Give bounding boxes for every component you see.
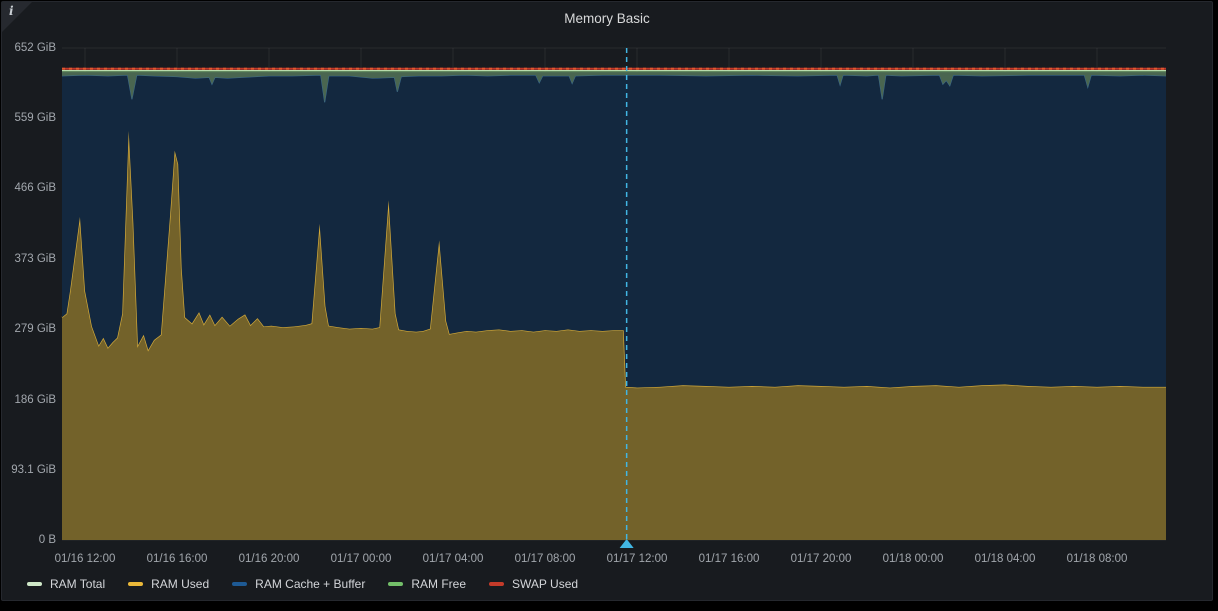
x-axis-label: 01/17 00:00 <box>330 553 392 565</box>
x-axis-label: 01/16 12:00 <box>54 553 116 565</box>
memory-basic-panel: i Memory Basic 0 B 93.1 GiB 186 GiB 279 GiB… <box>1 1 1213 601</box>
y-axis-label: 652 GiB <box>14 42 56 54</box>
legend-swatch <box>489 581 505 587</box>
legend-item-swap-used[interactable]: SWAP Used <box>489 577 578 591</box>
legend-item-ram-used[interactable]: RAM Used <box>128 577 209 591</box>
x-axis-label: 01/17 16:00 <box>698 553 760 565</box>
y-axis-label: 186 GiB <box>14 393 56 406</box>
annotation-marker[interactable] <box>619 539 634 548</box>
panel-info-corner[interactable] <box>2 2 32 32</box>
legend-label: RAM Cache + Buffer <box>255 577 366 591</box>
y-axis-label: 559 GiB <box>14 112 56 125</box>
x-axis-label: 01/16 20:00 <box>238 553 300 565</box>
info-icon[interactable]: i <box>9 4 14 18</box>
x-axis-label: 01/17 04:00 <box>422 553 484 565</box>
legend-label: SWAP Used <box>512 577 579 591</box>
legend-label: RAM Free <box>411 577 467 591</box>
legend-swatch <box>388 581 404 587</box>
legend-item-ram-free[interactable]: RAM Free <box>388 577 466 591</box>
panel-title[interactable]: Memory Basic <box>564 11 650 26</box>
x-axis-label: 01/17 08:00 <box>514 553 576 565</box>
legend: RAM Total RAM Used RAM Cache + Buffer RAM F… <box>27 577 578 591</box>
legend-item-ram-cache-buffer[interactable]: RAM Cache + Buffer <box>232 577 365 591</box>
legend-item-ram-total[interactable]: RAM Total <box>27 577 105 591</box>
x-axis-label: 01/18 00:00 <box>882 553 944 565</box>
y-axis-label: 93.1 GiB <box>11 463 56 476</box>
panel-header: Memory Basic <box>2 2 1212 36</box>
y-axis-label: 279 GiB <box>14 323 56 336</box>
y-axis-label: 466 GiB <box>14 182 56 195</box>
x-axis-label: 01/17 12:00 <box>606 553 668 565</box>
legend-label: RAM Used <box>151 577 210 591</box>
legend-label: RAM Total <box>50 577 106 591</box>
y-axis-label: 0 B <box>38 534 56 546</box>
series-ram-cache-area <box>62 75 1166 388</box>
x-axis-label: 01/18 04:00 <box>974 553 1036 565</box>
x-axis-label: 01/18 08:00 <box>1066 553 1128 565</box>
legend-swatch <box>232 581 248 587</box>
legend-swatch <box>27 581 42 587</box>
y-axis-label: 373 GiB <box>14 252 56 265</box>
x-axis-label: 01/16 16:00 <box>146 553 208 565</box>
series-ram-free-area <box>62 71 1166 103</box>
x-axis-label: 01/17 20:00 <box>790 553 852 565</box>
series-ram-used-area <box>62 131 1166 540</box>
legend-swatch <box>128 581 144 587</box>
